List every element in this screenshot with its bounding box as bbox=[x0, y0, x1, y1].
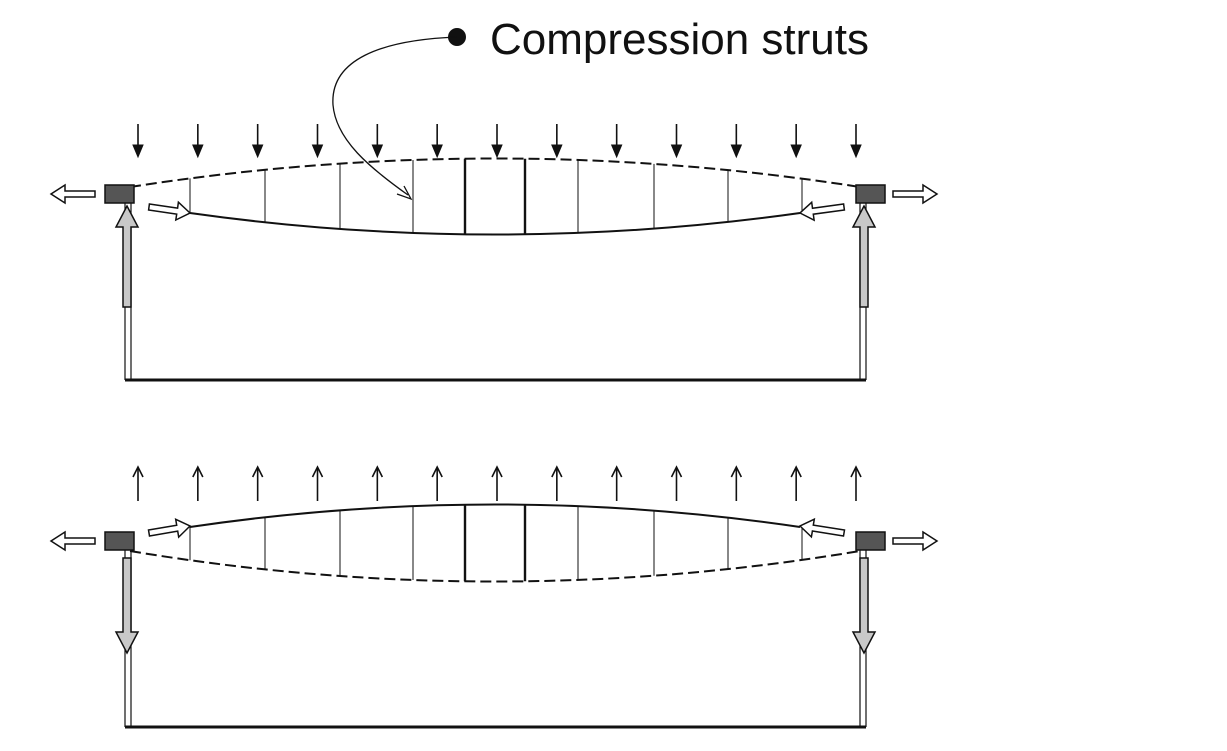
load-arrow-up-head bbox=[251, 465, 264, 478]
load-arrow-up-head bbox=[491, 465, 503, 478]
load-arrow-down-head bbox=[610, 144, 623, 159]
load-arrow-down-head bbox=[251, 144, 264, 159]
left-anchor-block bbox=[104, 184, 135, 204]
lower-chord bbox=[189, 212, 801, 236]
upper-chord bbox=[189, 503, 801, 528]
right-chord-tension-arrow bbox=[798, 517, 846, 539]
load-arrow-down-head bbox=[491, 144, 503, 159]
load-arrow-up-head bbox=[790, 465, 802, 478]
right-anchor-block bbox=[855, 184, 886, 204]
left-chord-tension-arrow bbox=[147, 200, 192, 222]
right-chord-tension-arrow bbox=[798, 200, 846, 222]
load-arrow-down-head bbox=[730, 144, 743, 159]
annotation-leader-curve bbox=[332, 36, 458, 196]
load-arrow-down-head bbox=[551, 144, 563, 159]
load-arrow-up-head bbox=[670, 465, 683, 478]
load-arrow-up-head bbox=[431, 465, 443, 478]
left-reaction-arrow-up bbox=[114, 204, 140, 308]
upper-chord bbox=[129, 157, 861, 188]
load-arrow-up-head bbox=[192, 465, 204, 478]
compression-struts-annotation: Compression struts bbox=[332, 15, 869, 201]
load-arrow-down-head bbox=[192, 144, 204, 159]
right-outward-tension-arrow bbox=[892, 530, 939, 552]
lower-chord bbox=[129, 550, 861, 583]
load-arrow-down-head bbox=[132, 144, 144, 159]
load-arrow-up-head bbox=[610, 465, 623, 478]
load-arrow-up-head bbox=[850, 465, 862, 478]
diagram-upward-load bbox=[49, 465, 939, 729]
right-reaction-arrow-down bbox=[851, 557, 877, 655]
load-arrow-down-head bbox=[670, 144, 683, 159]
right-reaction-arrow-up bbox=[851, 204, 877, 308]
load-arrow-down-head bbox=[850, 144, 862, 159]
annotation-label: Compression struts bbox=[490, 15, 869, 64]
load-arrow-down-head bbox=[371, 144, 384, 159]
load-arrow-down-head bbox=[790, 144, 802, 159]
load-arrow-up-head bbox=[311, 465, 324, 478]
left-chord-tension-arrow bbox=[147, 518, 192, 539]
left-outward-tension-arrow bbox=[49, 183, 96, 205]
load-arrow-up-head bbox=[730, 465, 743, 478]
right-anchor-block bbox=[855, 531, 886, 551]
load-arrow-up-head bbox=[551, 465, 563, 478]
load-arrow-down-head bbox=[431, 144, 443, 159]
left-outward-tension-arrow bbox=[49, 530, 96, 552]
left-reaction-arrow-down bbox=[114, 557, 140, 655]
load-arrow-up-head bbox=[132, 465, 144, 478]
annotation-leader-arrowhead bbox=[396, 185, 413, 201]
load-arrow-up-head bbox=[371, 465, 384, 478]
right-outward-tension-arrow bbox=[892, 183, 939, 205]
diagram-downward-load bbox=[49, 124, 939, 382]
left-anchor-block bbox=[104, 531, 135, 551]
load-arrow-down-head bbox=[311, 144, 324, 159]
